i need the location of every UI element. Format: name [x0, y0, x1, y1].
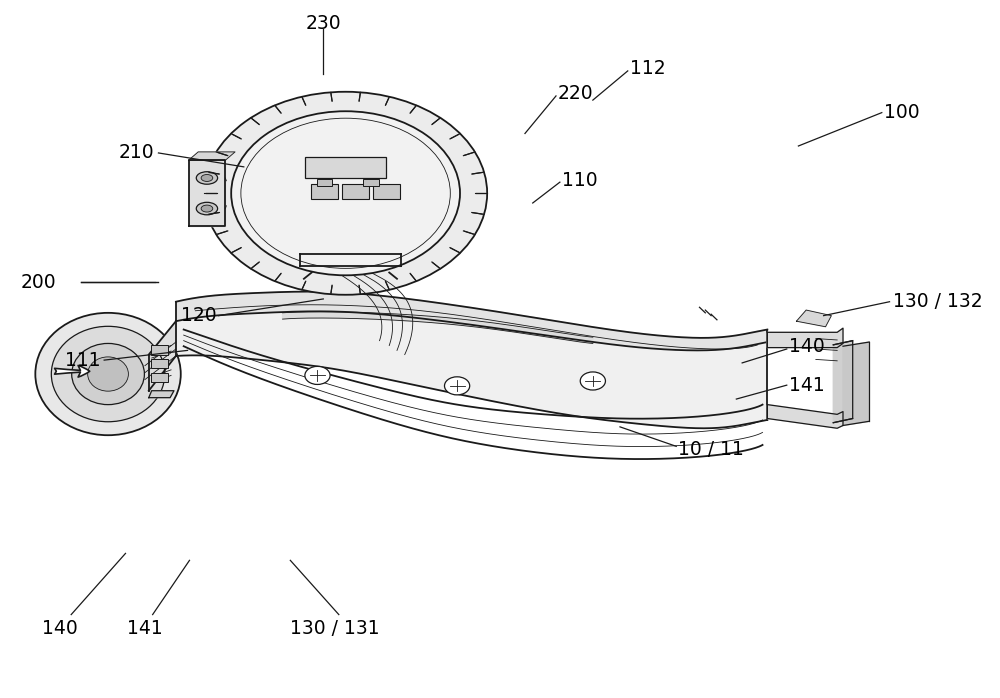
- Polygon shape: [767, 405, 843, 429]
- Text: 10 / 11: 10 / 11: [678, 440, 744, 459]
- Bar: [311, 184, 338, 199]
- Bar: [342, 184, 369, 199]
- Text: 141: 141: [127, 618, 163, 638]
- Text: 120: 120: [181, 306, 217, 325]
- Polygon shape: [300, 255, 401, 265]
- Circle shape: [305, 366, 330, 385]
- Bar: [317, 179, 332, 186]
- Polygon shape: [304, 272, 397, 279]
- Polygon shape: [796, 310, 831, 327]
- Text: 130 / 132: 130 / 132: [893, 292, 983, 311]
- Ellipse shape: [35, 313, 181, 436]
- Polygon shape: [189, 152, 235, 161]
- Ellipse shape: [88, 357, 128, 391]
- Text: 220: 220: [558, 84, 594, 103]
- Ellipse shape: [72, 343, 144, 405]
- Text: 100: 100: [884, 103, 919, 122]
- Polygon shape: [283, 312, 593, 343]
- Text: 230: 230: [305, 14, 341, 33]
- Bar: [151, 373, 168, 383]
- Text: 200: 200: [21, 273, 56, 292]
- Polygon shape: [833, 341, 853, 423]
- Bar: [305, 157, 386, 178]
- Text: 141: 141: [789, 376, 824, 394]
- Ellipse shape: [51, 326, 165, 422]
- Text: 140: 140: [42, 618, 77, 638]
- Text: 140: 140: [789, 336, 824, 356]
- Text: 210: 210: [119, 144, 155, 163]
- Ellipse shape: [196, 172, 218, 184]
- Polygon shape: [843, 342, 869, 426]
- Bar: [373, 184, 400, 199]
- Polygon shape: [149, 391, 174, 398]
- Polygon shape: [189, 161, 225, 226]
- Text: 110: 110: [562, 171, 597, 191]
- Ellipse shape: [196, 202, 218, 215]
- Polygon shape: [149, 321, 176, 391]
- Bar: [363, 179, 379, 186]
- Circle shape: [231, 111, 460, 275]
- Bar: [151, 359, 168, 369]
- Ellipse shape: [201, 205, 213, 212]
- Text: 111: 111: [65, 350, 100, 370]
- Bar: [151, 345, 168, 355]
- Circle shape: [444, 377, 470, 395]
- Text: 112: 112: [630, 59, 665, 77]
- Ellipse shape: [201, 174, 213, 181]
- Polygon shape: [176, 292, 767, 350]
- Polygon shape: [767, 328, 843, 348]
- Text: 130 / 131: 130 / 131: [290, 618, 380, 638]
- Circle shape: [580, 372, 605, 390]
- Circle shape: [204, 91, 487, 295]
- Polygon shape: [176, 311, 767, 429]
